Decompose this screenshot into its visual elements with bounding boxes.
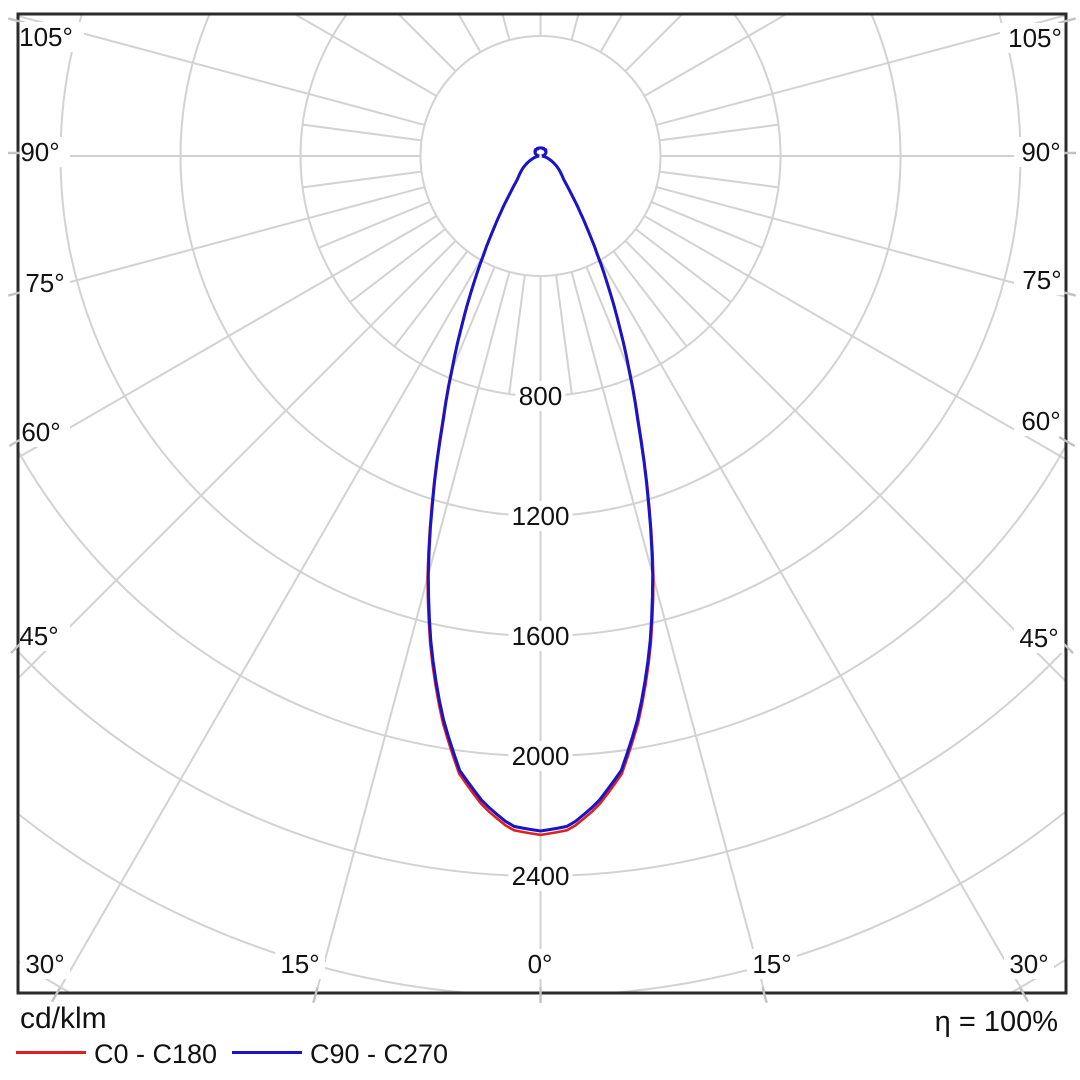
grid-spoke-major [19,215,438,459]
label-mask [508,501,573,531]
legend-line-c0-c180 [16,1051,86,1054]
angle-tick [50,987,62,1003]
grid-spoke-major [19,240,457,679]
grid-spoke-minor [349,228,446,303]
label-mask [515,381,566,411]
grid-spoke-major [19,15,425,126]
grid-spoke-major [599,259,1025,992]
grid-spoke-minor [659,123,779,142]
grid-spoke-minor [659,170,779,189]
label-mask [20,137,70,167]
label-mask [1014,623,1064,653]
angle-label-bottom: 15° [280,949,319,979]
grid-spoke-major [643,215,1065,460]
angle-label-right: 75° [1022,265,1061,295]
angle-tick [312,986,319,1003]
angle-tick [761,986,768,1003]
angle-label-left: 60° [21,417,60,447]
angle-label-right: 105° [1008,23,1062,53]
angle-label-left: 90° [20,137,59,167]
label-mask [20,22,84,52]
efficiency-label: η = 100% [934,1006,1058,1038]
label-mask [1000,23,1064,53]
grid-spoke-minor [555,274,573,395]
angle-label-bottom: 0° [528,949,553,979]
angle-tick [1057,17,1076,25]
angle-label-left: 45° [19,621,58,651]
radial-label: 2400 [512,861,570,891]
angle-label-left: 75° [25,268,64,298]
grid-spoke-major [19,186,425,297]
legend-label-c0-c180: C0 - C180 [94,1039,218,1069]
grid-spoke-minor [585,266,634,379]
grid-ring [419,35,662,277]
label-mask [20,417,70,447]
grid-spoke-minor [318,200,431,249]
angle-label-right: 90° [1021,137,1060,167]
angle-label-right: 45° [1019,623,1058,653]
grid-spoke-major [624,240,1065,682]
curve-c90-c270 [426,146,655,833]
angle-tick [1018,987,1030,1003]
angle-label-bottom: 15° [752,949,791,979]
grid-spoke-minor [650,200,763,249]
radial-label: 1600 [512,621,570,651]
label-mask [1004,949,1054,979]
angle-label-bottom: 30° [25,949,64,979]
label-mask [20,949,70,979]
label-mask [20,268,70,298]
grid-spoke-minor [508,274,526,395]
grid-spoke-minor [612,250,688,348]
grid-spoke-minor [302,170,422,189]
label-mask [1014,406,1064,436]
axis-labels: 800 1200 1600 2000 2400 105° 90° 75° 60° 45° 45° 60… [19,22,1064,979]
units-label: cd/klm [20,1002,107,1035]
label-mask [522,949,558,979]
grid-spoke-major [315,271,511,992]
label-mask [275,949,325,979]
radial-label: 1200 [512,501,570,531]
grid-spoke-major [656,186,1065,298]
label-mask [747,949,797,979]
grid-spoke-minor [302,123,422,142]
radial-label: 800 [519,381,562,411]
grid-spoke-major [570,271,766,992]
label-mask [508,741,573,771]
grid-spoke-minor [635,228,732,303]
angle-label-right: 60° [1021,406,1060,436]
radial-label: 2000 [512,741,570,771]
label-mask [1014,137,1064,167]
angle-tick [1058,435,1076,448]
grid-spoke-minor [447,266,496,379]
angle-label-bottom: 30° [1009,949,1048,979]
angle-label-left: 105° [19,22,73,52]
legend-line-c90-c270 [232,1051,302,1054]
label-mask [508,621,573,651]
grid-spoke-major [56,259,482,992]
grid-spoke-minor [393,250,469,348]
label-mask [20,621,70,651]
plot-border [16,12,1068,995]
grid-spoke-major [656,15,1065,126]
legend-label-c90-c270: C90 - C270 [310,1039,449,1069]
label-mask [508,861,573,891]
label-mask [1014,265,1064,295]
